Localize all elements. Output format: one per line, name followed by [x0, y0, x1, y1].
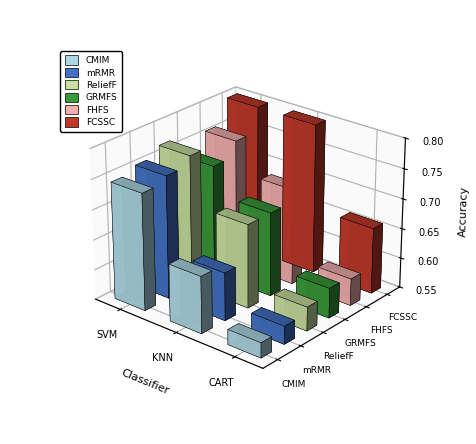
Legend: CMIM, mRMR, ReliefF, GRMFS, FHFS, FCSSC: CMIM, mRMR, ReliefF, GRMFS, FHFS, FCSSC	[60, 51, 122, 131]
X-axis label: Classifier: Classifier	[119, 367, 170, 396]
